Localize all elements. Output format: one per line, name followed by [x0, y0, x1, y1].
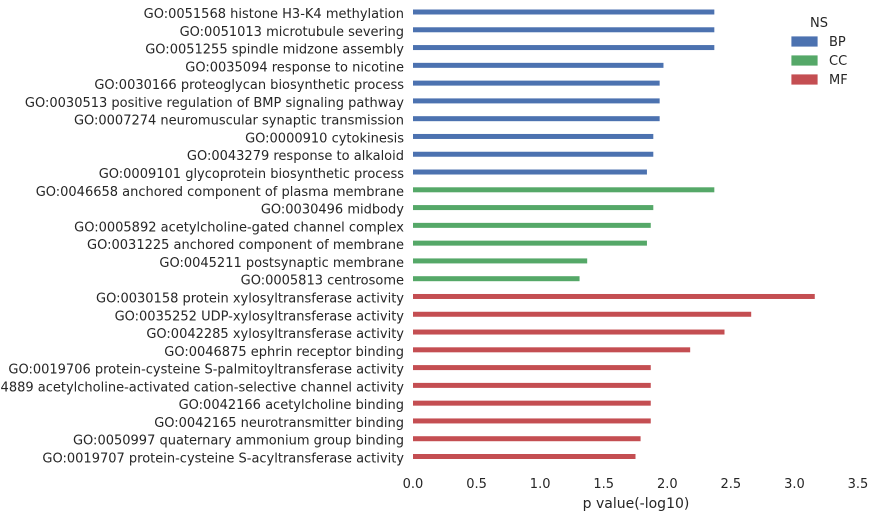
- bar-cc: [413, 205, 654, 211]
- bar-mf: [413, 347, 691, 353]
- category-label: GO:0005892 acetylcholine-gated channel c…: [74, 220, 404, 235]
- legend-swatch-cc: [790, 54, 819, 67]
- category-label: GO:0030158 protein xylosyltransferase ac…: [96, 291, 404, 306]
- category-label: GO:0051255 spindle midzone assembly: [145, 43, 404, 58]
- category-label: GO:0031225 anchored component of membran…: [87, 238, 404, 253]
- category-label: GO:0019707 protein-cysteine S-acyltransf…: [42, 452, 404, 467]
- bar-cc: [413, 240, 647, 246]
- category-label: GO:0009101 glycoprotein biosynthetic pro…: [99, 167, 405, 182]
- bar-cc: [413, 222, 651, 228]
- category-label: GO:0000910 cytokinesis: [245, 131, 404, 146]
- x-tick-label: 0.5: [466, 477, 487, 492]
- category-label: GO:0035094 response to nicotine: [185, 60, 404, 75]
- bar-mf: [413, 311, 752, 317]
- bar-bp: [413, 80, 660, 86]
- category-label: GO:0051568 histone H3-K4 methylation: [144, 7, 404, 22]
- bar-mf: [413, 293, 815, 299]
- bar-mf: [413, 365, 651, 371]
- bar-cc: [413, 187, 715, 193]
- x-tick-label: 1.5: [593, 477, 614, 492]
- legend-label-cc: CC: [829, 54, 847, 69]
- bar-bp: [413, 98, 660, 104]
- category-label: GO:0004889 acetylcholine-activated catio…: [0, 380, 404, 395]
- category-labels: GO:0051568 histone H3-K4 methylation GO:0…: [0, 7, 404, 467]
- category-label: GO:0042166 acetylcholine binding: [179, 398, 404, 413]
- legend-swatch-mf: [790, 73, 819, 86]
- bar-bp: [413, 62, 664, 68]
- bar-cc: [413, 258, 588, 264]
- category-label: GO:0019706 protein-cysteine S-palmitoylt…: [8, 363, 404, 378]
- category-label: GO:0051013 microtubule severing: [180, 25, 404, 40]
- category-label: GO:0005813 centrosome: [241, 274, 404, 289]
- bar-mf: [413, 454, 636, 459]
- category-label: GO:0050997 quaternary ammonium group bin…: [73, 434, 404, 449]
- bar-mf: [413, 436, 641, 442]
- category-label: GO:0045211 postsynaptic membrane: [159, 256, 404, 271]
- category-label: GO:0007274 neuromuscular synaptic transm…: [74, 114, 404, 129]
- category-label: GO:0042165 neurotransmitter binding: [154, 416, 404, 431]
- legend: NS BP CC MF: [790, 16, 848, 88]
- bars-group: [413, 9, 815, 459]
- x-tick-label: 1.0: [530, 477, 551, 492]
- category-label: GO:0042285 xylosyltransferase activity: [146, 327, 404, 342]
- legend-label-mf: MF: [829, 73, 848, 88]
- x-tick-label: 3.0: [784, 477, 805, 492]
- bar-mf: [413, 400, 651, 406]
- bar-bp: [413, 45, 715, 51]
- x-tick-label: 2.5: [721, 477, 742, 492]
- bar-mf: [413, 329, 725, 335]
- category-label: GO:0043279 response to alkaloid: [187, 149, 404, 164]
- bar-cc: [413, 276, 580, 282]
- bar-bp: [413, 116, 660, 122]
- category-label: GO:0030496 midbody: [261, 203, 404, 218]
- bar-bp: [413, 133, 654, 139]
- legend-swatch-bp: [790, 35, 819, 48]
- x-tick-label: 0.0: [403, 477, 424, 492]
- category-label: GO:0030166 proteoglycan biosynthetic pro…: [94, 78, 404, 93]
- legend-label-bp: BP: [829, 35, 846, 50]
- category-label: GO:0046875 ephrin receptor binding: [164, 345, 404, 360]
- bar-mf: [413, 382, 651, 388]
- bar-bp: [413, 169, 647, 175]
- x-axis-label: p value(-log10): [583, 496, 690, 512]
- legend-title: NS: [810, 16, 828, 31]
- category-label: GO:0035252 UDP-xylosyltransferase activi…: [115, 309, 405, 324]
- x-tick-label: 3.5: [848, 477, 869, 492]
- x-tick-labels: 0.0 0.5 1.0 1.5 2.0 2.5 3.0 3.5: [403, 477, 869, 492]
- category-label: GO:0030513 positive regulation of BMP si…: [25, 96, 404, 111]
- category-label: GO:0046658 anchored component of plasma …: [36, 185, 404, 200]
- bar-bp: [413, 9, 715, 15]
- x-tick-label: 2.0: [657, 477, 678, 492]
- bar-mf: [413, 418, 651, 424]
- bar-bp: [413, 27, 715, 33]
- bar-bp: [413, 151, 654, 157]
